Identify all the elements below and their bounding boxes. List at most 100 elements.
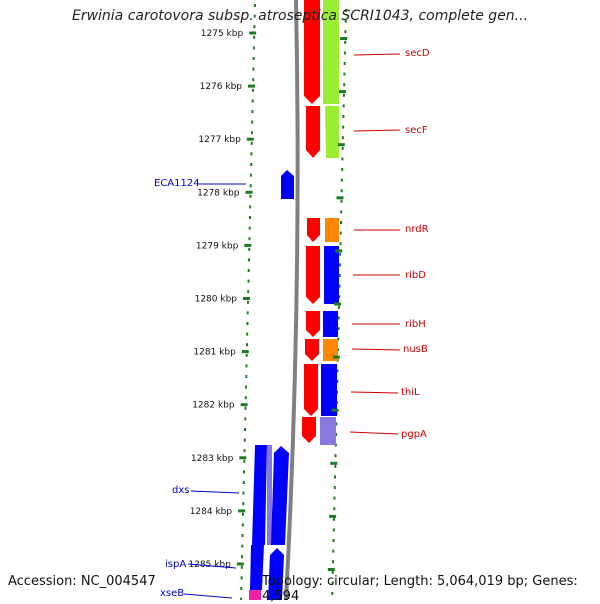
gene-label-nrdR: nrdR [405, 224, 429, 235]
tick-dot [249, 173, 252, 177]
tick-dot [332, 528, 335, 532]
map-title: Erwinia carotovora subsp. atroseptica SC… [71, 8, 529, 24]
tick-dot [241, 555, 243, 559]
tick-dot [342, 115, 345, 118]
cog-block-ribH [323, 311, 338, 337]
gene-label-ribD: ribD [405, 270, 426, 281]
tick-dot [245, 385, 247, 389]
tick-mark [336, 196, 344, 200]
tick-dot [243, 470, 245, 474]
tick-dot [241, 534, 244, 537]
tick-ring-left [240, 4, 256, 600]
tick-dot [241, 523, 244, 527]
tick-dot [246, 332, 249, 336]
tick-label: 1276 kbp [200, 82, 243, 92]
cds-arrow-ispA-2 [250, 545, 264, 590]
tick-dot [340, 199, 343, 203]
leader-line-thiL [350, 391, 399, 394]
gene-label-xseB: xseB [160, 588, 184, 599]
tick-dot [246, 311, 249, 315]
gene-label-nusB: nusB [403, 344, 428, 355]
tick-dot [252, 78, 255, 82]
tick-dot [243, 459, 246, 463]
tick-dot [337, 327, 340, 330]
tick-mark [330, 461, 338, 465]
tick-dot [342, 93, 345, 97]
cds-arrow-nusB [305, 339, 319, 361]
tick-dot [341, 168, 344, 171]
tick-dot [244, 396, 247, 400]
gene-label-ispA: ispA [165, 559, 186, 570]
tick-dot [245, 375, 248, 378]
tick-mark [339, 90, 346, 94]
tick-dot [341, 136, 344, 140]
tick-labels: 1275 kbp 1276 kbp 1277 kbp 1278 kbp 1279 kbp… [188, 29, 348, 571]
tick-dot [243, 438, 246, 442]
tick-dot [339, 231, 342, 235]
tick-dot [339, 252, 342, 256]
tick-dot [243, 449, 246, 453]
tick-dot [240, 587, 243, 590]
tick-dot [344, 9, 347, 12]
tick-mark [331, 408, 339, 412]
leader-line-pgpA [349, 431, 399, 435]
leader-line-nusB [351, 348, 401, 351]
tick-dot [337, 337, 340, 341]
cog-block-pgpA [320, 417, 336, 445]
tick-dot [242, 481, 245, 484]
tick-dot [242, 491, 245, 495]
tick-dot [247, 269, 250, 272]
tick-mark [240, 403, 248, 407]
tick-mark [248, 84, 255, 88]
tick-mark [243, 297, 250, 300]
cds-arrow-ispA [271, 446, 289, 545]
tick-dot [343, 72, 346, 76]
tick-dot [240, 576, 243, 580]
tick-dot [249, 184, 252, 188]
tick-dot [344, 19, 347, 23]
tick-dot [247, 300, 249, 304]
tick-dot [248, 247, 251, 251]
leader-line-xseB [183, 593, 233, 599]
tick-dot [338, 305, 340, 309]
tick-label: 1277 kbp [198, 135, 241, 145]
tick-dot [244, 406, 247, 410]
tick-dot [250, 152, 253, 156]
tick-dot [247, 279, 250, 283]
leader-line-dxs [190, 490, 240, 494]
gene-label-ECA1124: ECA1124 [154, 178, 200, 189]
tick-dot [246, 322, 249, 325]
tick-mark [246, 137, 254, 141]
tick-label: 1285 kbp [188, 560, 231, 570]
cog-block-thiL [321, 364, 337, 416]
tick-dot [340, 189, 343, 193]
tick-mark [329, 514, 337, 518]
tick-label: 1278 kbp [197, 188, 240, 198]
cog-block-xseB [249, 590, 261, 600]
tick-dot [336, 369, 339, 373]
cds-arrow-ribD [306, 246, 320, 304]
tick-mark [335, 249, 343, 253]
tick-label: 1275 kbp [201, 29, 244, 39]
tick-dot [339, 242, 342, 246]
cds-arrow-xseB [268, 548, 284, 600]
tick-dot [333, 486, 336, 489]
tick-dot [253, 25, 256, 29]
gene-label-thiL: thiL [401, 387, 420, 398]
cds-arrow-nrdR [307, 218, 320, 242]
tick-dot [253, 14, 256, 18]
gene-label-dxs: dxs [172, 485, 189, 496]
tick-dot [250, 163, 253, 166]
tick-dot [332, 560, 334, 564]
tick-dot [333, 517, 335, 521]
cog-block-secD [323, 0, 339, 104]
tick-dot [244, 417, 247, 421]
tick-dot [253, 4, 256, 7]
cog-ring [249, 0, 339, 600]
tick-label: 1281 kbp [193, 348, 236, 358]
cog-block-nusB [323, 339, 338, 361]
tick-mark [239, 456, 247, 460]
tick-dot [252, 57, 255, 60]
tick-dot [251, 88, 254, 92]
